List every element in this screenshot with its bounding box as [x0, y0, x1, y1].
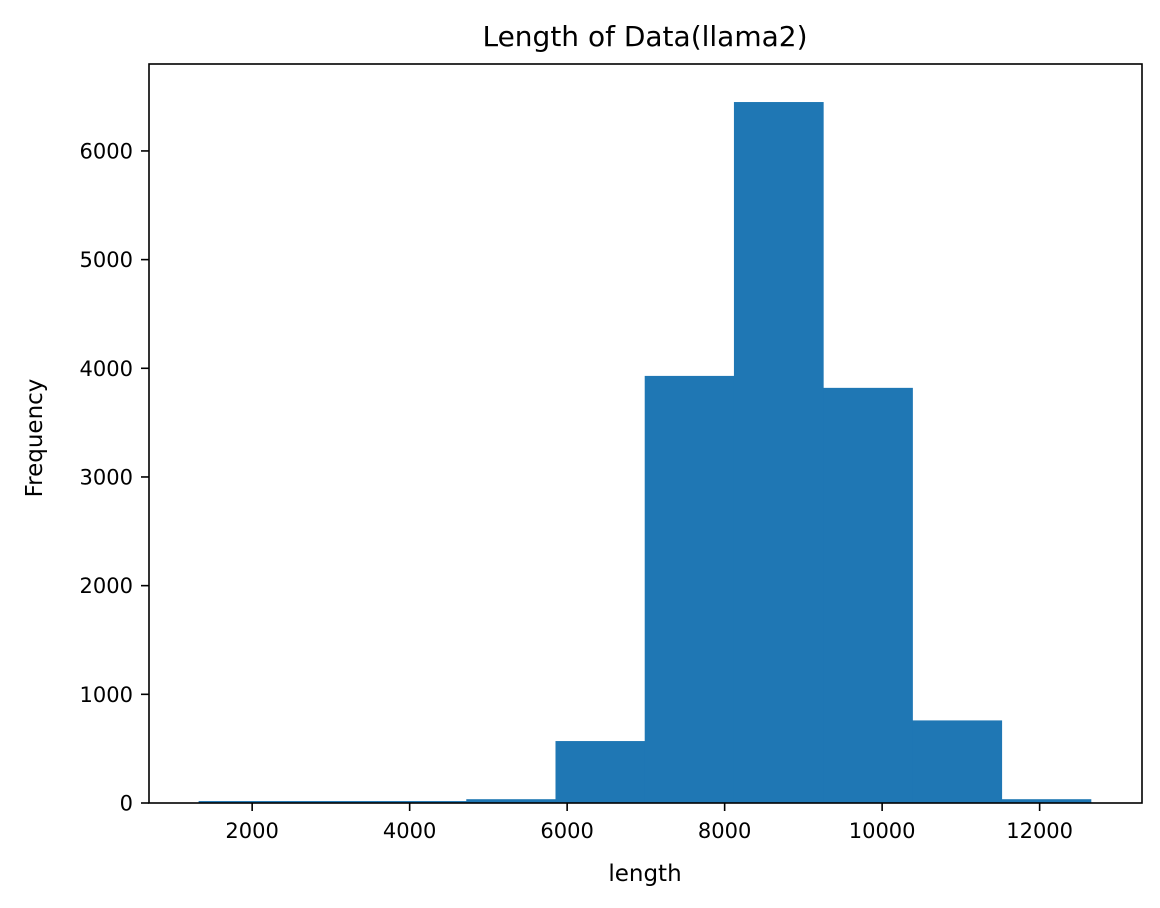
x-tick-label: 6000 [540, 819, 593, 843]
histogram-bar [1001, 799, 1092, 803]
x-axis-ticks: 2000 4000 6000 8000 10000 12000 [225, 803, 1073, 843]
y-tick-label: 2000 [80, 574, 133, 598]
y-axis-label: Frequency [22, 379, 48, 498]
y-tick-label: 0 [120, 792, 133, 816]
chart-title: Length of Data(llama2) [482, 20, 807, 53]
y-axis-ticks: 0 1000 2000 3000 4000 5000 6000 [80, 139, 149, 816]
x-tick-label: 4000 [383, 819, 436, 843]
histogram-bar [287, 801, 378, 803]
x-axis-label: length [608, 861, 681, 887]
y-tick-label: 1000 [80, 683, 133, 707]
histogram-bar [644, 375, 735, 803]
y-tick-label: 4000 [80, 357, 133, 381]
histogram-bars [198, 102, 1092, 804]
histogram-bar [823, 387, 913, 803]
x-tick-label: 8000 [698, 819, 751, 843]
x-tick-label: 12000 [1006, 819, 1073, 843]
histogram-bar [555, 741, 646, 803]
x-tick-label: 2000 [225, 819, 278, 843]
histogram-bar [377, 801, 467, 803]
y-tick-label: 5000 [80, 248, 133, 272]
y-tick-label: 6000 [80, 139, 133, 163]
histogram-bar [733, 102, 824, 804]
histogram-bar [198, 801, 289, 803]
x-tick-label: 10000 [849, 819, 916, 843]
histogram-bar [912, 720, 1003, 803]
y-tick-label: 3000 [80, 465, 133, 489]
histogram-bar [466, 799, 556, 803]
plot-area-frame [148, 63, 1143, 804]
